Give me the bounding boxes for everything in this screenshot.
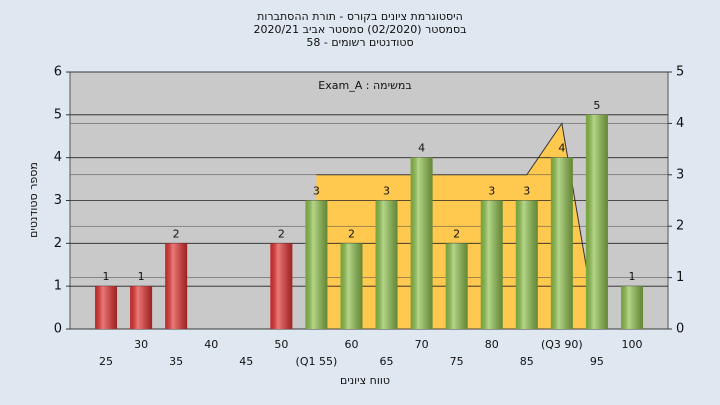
data-label: 3 (523, 185, 530, 198)
data-label: 2 (453, 227, 460, 240)
x-tick-label: 30 (134, 338, 148, 351)
x-tick-label: 85 (520, 355, 534, 368)
x-tick-label: 50 (274, 338, 288, 351)
y2-tick-label: 0 (676, 322, 684, 337)
x-tick-label: 95 (590, 355, 604, 368)
x-tick-label: 35 (169, 355, 183, 368)
bar-shade (375, 200, 398, 329)
y-tick-label: 6 (54, 65, 62, 80)
data-label: 4 (418, 142, 425, 155)
x-tick-label: 60 (344, 338, 358, 351)
data-label: 2 (348, 227, 355, 240)
y-tick-label: 2 (54, 236, 62, 251)
x-tick-label: 40 (204, 338, 218, 351)
data-label: 5 (593, 99, 600, 112)
bar-shade (305, 200, 328, 329)
data-label: 3 (488, 185, 495, 198)
data-label: 1 (103, 270, 110, 283)
x-tick-label: (Q3 90) (541, 338, 583, 351)
y-tick-label: 0 (54, 322, 62, 337)
x-tick-label: 80 (485, 338, 499, 351)
x-tick-label: 25 (99, 355, 113, 368)
x-tick-label: 100 (621, 338, 642, 351)
x-tick-label: 45 (239, 355, 253, 368)
bar-shade (585, 114, 608, 329)
y-tick-label: 1 (54, 279, 62, 294)
x-tick-label: (Q1 55) (296, 355, 338, 368)
bar-shade (480, 200, 503, 329)
y2-tick-label: 4 (676, 116, 684, 131)
bar-shade (620, 286, 643, 329)
bar-shade (165, 243, 188, 329)
y2-tick-label: 5 (676, 65, 684, 80)
y-tick-label: 4 (54, 150, 62, 165)
x-tick-label: 75 (450, 355, 464, 368)
bar-shade (410, 157, 433, 329)
bar-shade (340, 243, 363, 329)
y-axis-label: מספר סטודנטים (27, 162, 40, 238)
x-tick-label: 65 (380, 355, 394, 368)
data-label: 1 (628, 270, 635, 283)
y2-tick-label: 2 (676, 219, 684, 234)
chart-subtitle: סטודנטים רשומים - 58 (306, 36, 413, 49)
x-tick-label: 70 (415, 338, 429, 351)
data-label: 3 (313, 185, 320, 198)
bar-shade (130, 286, 153, 329)
chart-title: היסטוגרמת ציונים בקורס - תורת ההסתברות (257, 10, 463, 23)
y-tick-label: 3 (54, 193, 62, 208)
y-tick-label: 5 (54, 107, 62, 122)
annotation: במשימה : Exam_A (318, 79, 411, 92)
y2-tick-label: 3 (676, 167, 684, 182)
data-label: 2 (173, 227, 180, 240)
data-label: 2 (278, 227, 285, 240)
bar-shade (515, 200, 538, 329)
data-label: 4 (558, 142, 565, 155)
y2-tick-label: 1 (676, 270, 684, 285)
chart-subtitle: בסמסטר (02/2020) סמסטר אביב 2020/21 (253, 23, 466, 36)
x-axis-label: טווח ציונים (340, 374, 390, 387)
bar-shade (270, 243, 293, 329)
data-label: 1 (138, 270, 145, 283)
bar-shade (550, 157, 573, 329)
data-label: 3 (383, 185, 390, 198)
bar-shade (95, 286, 118, 329)
bar-shade (445, 243, 468, 329)
